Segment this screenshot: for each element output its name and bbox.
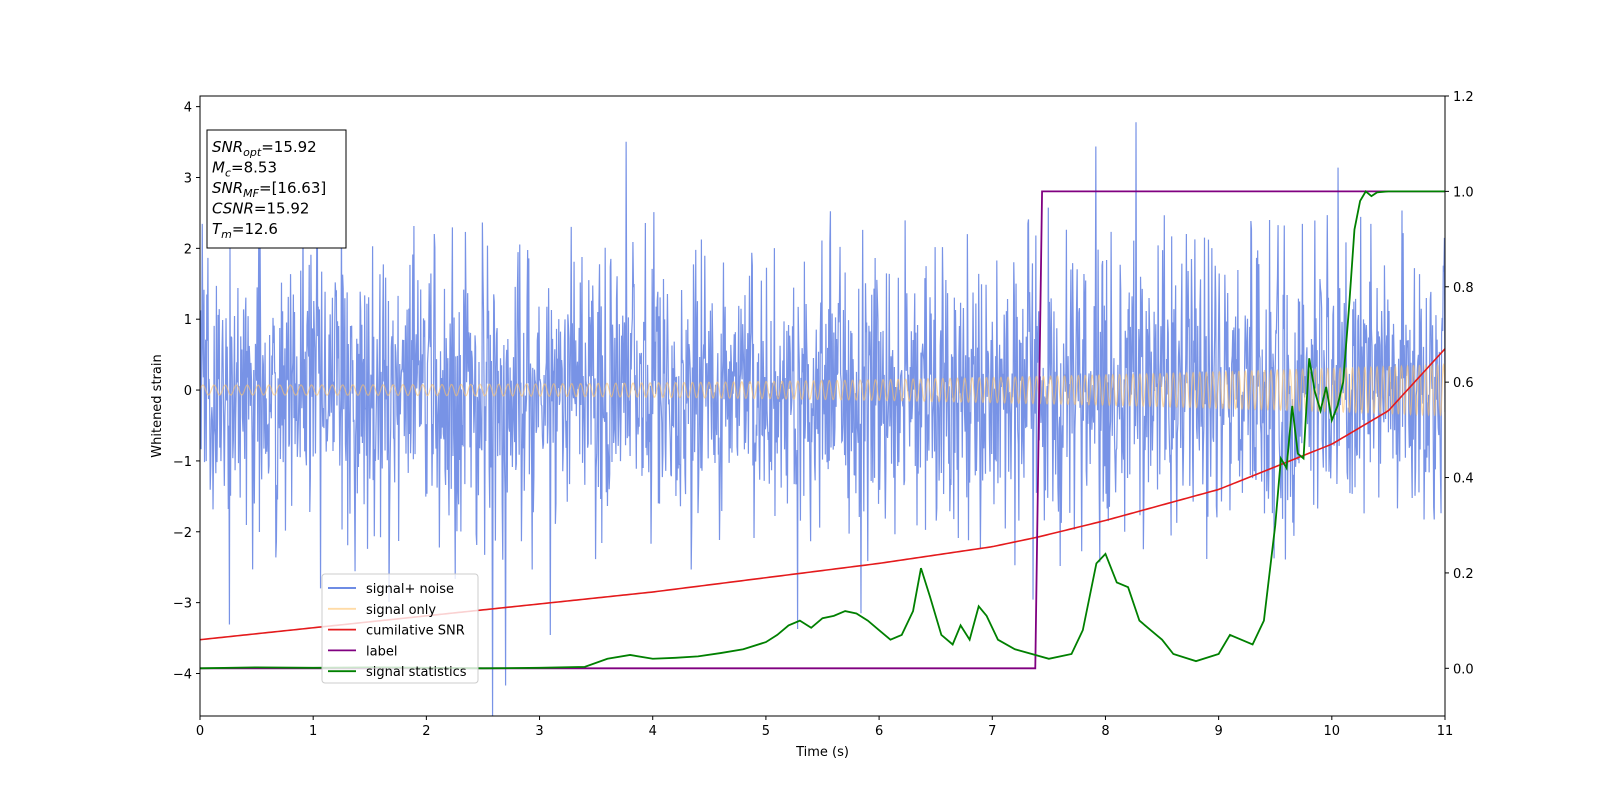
- y-tick-label: 0: [184, 384, 192, 399]
- x-tick-label: 3: [535, 724, 543, 739]
- y2-tick-label: 1.2: [1453, 90, 1474, 105]
- y2-tick-label: 0.4: [1453, 472, 1474, 487]
- x-tick-label: 5: [762, 724, 770, 739]
- x-tick-label: 2: [422, 724, 430, 739]
- y-tick-label: 1: [184, 313, 192, 328]
- legend-entry: signal+ noise: [366, 582, 454, 597]
- info-line: Mc=8.53: [212, 159, 277, 180]
- info-line: Tm=12.6: [212, 220, 278, 241]
- y-tick-label: −4: [173, 667, 192, 682]
- legend-entry: cumilative SNR: [366, 624, 465, 639]
- y2-tick-label: 0.2: [1453, 567, 1474, 582]
- y-tick-label: 4: [184, 101, 192, 116]
- series-signal-statistics: [200, 190, 1445, 670]
- y2-tick-label: 0.0: [1453, 662, 1474, 677]
- x-tick-label: 8: [1101, 724, 1109, 739]
- x-tick-label: 9: [1214, 724, 1222, 739]
- legend-entry: signal only: [366, 603, 436, 618]
- legend-entry: signal statistics: [366, 665, 467, 680]
- plot-frame: [199, 95, 1446, 717]
- info-line: CSNR=15.92: [212, 200, 309, 218]
- series-signal-noise: [200, 122, 1445, 716]
- y-tick-label: 2: [184, 242, 192, 257]
- x-axis-label: Time (s): [795, 745, 849, 760]
- x-tick-label: 10: [1324, 724, 1341, 739]
- x-tick-label: 4: [649, 724, 657, 739]
- info-box: SNRopt=15.92Mc=8.53SNRMF=[16.63]CSNR=15.…: [206, 129, 347, 249]
- y-tick-label: −1: [173, 455, 192, 470]
- x-tick-label: 0: [196, 724, 204, 739]
- x-tick-label: 11: [1437, 724, 1454, 739]
- y2-tick-label: 1.0: [1453, 185, 1474, 200]
- y-axis-right: 0.0 0.2 0.4 0.6 0.8 1.0 1.2: [1445, 90, 1474, 677]
- y-axis-label: Whitened strain: [150, 354, 165, 457]
- y-tick-label: 3: [184, 171, 192, 186]
- y2-tick-label: 0.6: [1453, 376, 1474, 391]
- legend: signal+ noise signal only cumilative SNR la…: [321, 573, 479, 684]
- y-tick-label: −2: [173, 526, 192, 541]
- series-label: [200, 190, 1445, 670]
- y-tick-label: −3: [173, 597, 192, 612]
- info-line: SNRopt=15.92: [212, 138, 317, 159]
- series-signal-only: [200, 362, 1445, 417]
- x-tick-label: 6: [875, 724, 883, 739]
- y-axis-left: −4 −3 −2 −1 0 1 2 3 4: [173, 101, 200, 682]
- x-axis: 0 1 2 3 4 5 6 7 8 9 10 11: [196, 716, 1453, 739]
- info-line: SNRMF=[16.63]: [212, 179, 326, 200]
- legend-entry: label: [366, 644, 397, 659]
- x-tick-label: 7: [988, 724, 996, 739]
- x-tick-label: 1: [309, 724, 317, 739]
- y2-tick-label: 0.8: [1453, 281, 1474, 296]
